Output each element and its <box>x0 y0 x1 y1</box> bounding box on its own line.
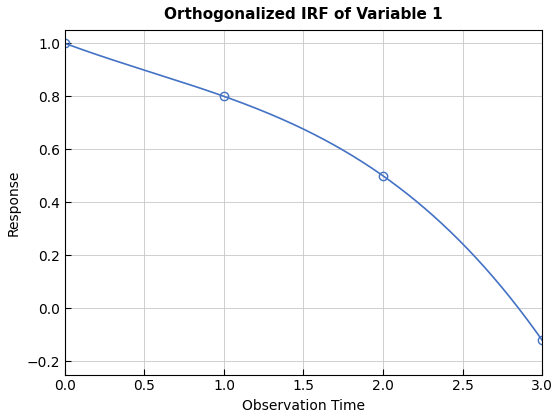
Title: Orthogonalized IRF of Variable 1: Orthogonalized IRF of Variable 1 <box>164 7 443 22</box>
X-axis label: Observation Time: Observation Time <box>242 399 365 413</box>
Y-axis label: Response: Response <box>7 169 21 236</box>
